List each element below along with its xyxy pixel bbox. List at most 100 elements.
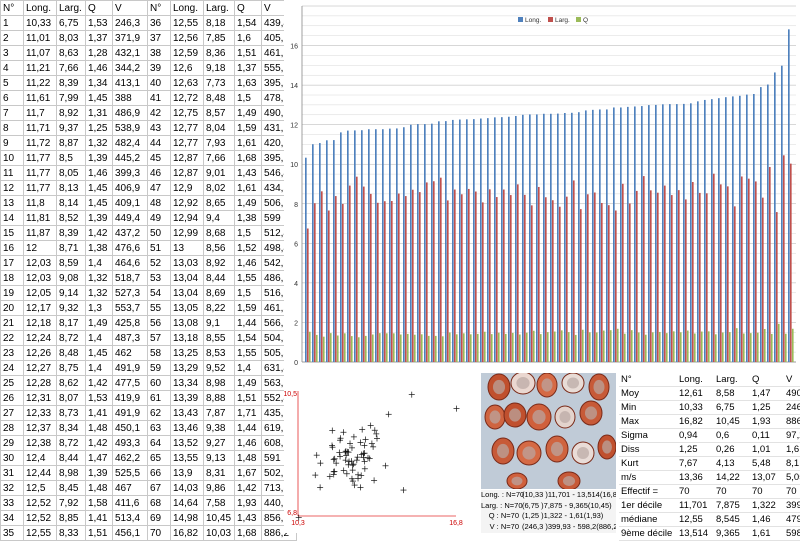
table-cell: 1,68 — [234, 150, 262, 166]
bar-long — [382, 129, 384, 362]
table-cell: 1,28 — [85, 45, 113, 61]
scatter-point — [295, 514, 302, 521]
dims-label: V : N=70 — [489, 521, 519, 531]
table-cell: 12,37 — [23, 420, 57, 436]
bar-long — [676, 104, 678, 362]
stats-row: Kurt 7,67 4,13 5,48 8,1 — [619, 457, 800, 471]
y-tick-label: 10 — [290, 162, 298, 169]
table-cell: 1,49 — [234, 105, 262, 121]
table-row: 20 12,17 9,32 1,3 553,7 55 13,05 8,22 1,59 461,3 — [0, 300, 297, 316]
table-cell: 12,87 — [170, 165, 204, 181]
stats-cell: 70 — [752, 485, 763, 497]
table-row: 3 11,07 8,63 1,28 432,1 38 12,59 8,36 1,51 461,1 — [0, 45, 297, 61]
scatter-point — [329, 444, 336, 451]
scatter-point — [371, 427, 378, 434]
table-cell: 1,54 — [234, 330, 262, 346]
bar-larg — [502, 189, 505, 362]
bar-q — [616, 328, 619, 362]
table-cell: 7,93 — [203, 135, 235, 151]
bar-larg — [782, 155, 785, 362]
stats-cell: médiane — [621, 513, 658, 525]
table-cell: 10,03 — [203, 525, 235, 541]
table-cell: 1,44 — [234, 315, 262, 331]
bar-larg — [698, 192, 701, 362]
scatter-point — [357, 484, 364, 491]
bar-q — [567, 332, 570, 362]
bar-q — [343, 333, 346, 362]
table-cell: 1,4 — [85, 255, 113, 271]
table-cell: 1,48 — [85, 420, 113, 436]
bar-q — [658, 331, 661, 362]
stats-header-cell: Larg. — [716, 373, 738, 385]
table-cell: 1,32 — [85, 285, 113, 301]
table-cell: 1,5 — [234, 285, 262, 301]
bar-q — [588, 332, 591, 362]
table-cell: 62 — [147, 405, 171, 421]
bar-larg — [327, 210, 330, 362]
table-cell: 14,64 — [170, 495, 204, 511]
table-cell: 51 — [147, 240, 171, 256]
scatter-point — [366, 455, 373, 462]
table-cell: 7,85 — [203, 30, 235, 46]
spore-core — [593, 379, 605, 395]
table-cell: 11 — [0, 165, 24, 181]
bar-q — [357, 337, 360, 362]
table-cell: 12,99 — [170, 225, 204, 241]
bar-larg — [621, 183, 624, 362]
table-cell: 8,34 — [56, 420, 86, 436]
bar-q — [434, 335, 437, 362]
bar-long — [767, 84, 769, 363]
table-cell: 437,2 — [112, 225, 148, 241]
table-cell: 13,03 — [170, 255, 204, 271]
bar-larg — [614, 210, 617, 362]
bar-long — [711, 99, 713, 363]
table-cell: 12,24 — [23, 330, 57, 346]
table-cell: 52 — [147, 255, 171, 271]
bar-long — [487, 118, 489, 362]
stats-cell: 13,514 — [679, 527, 709, 539]
bar-q — [777, 323, 780, 362]
stats-cell: 8,58 — [716, 387, 735, 399]
bar-larg — [677, 190, 680, 362]
spore-core — [559, 410, 571, 424]
bar-larg — [411, 189, 414, 362]
bar-long — [319, 143, 321, 362]
bar-larg — [509, 195, 512, 362]
table-cell: 57 — [147, 330, 171, 346]
spore-core — [492, 379, 506, 395]
table-cell: 1,52 — [234, 240, 262, 256]
table-cell: 9,38 — [203, 420, 235, 436]
stats-cell: Moy — [621, 387, 639, 399]
table-cell: 8,07 — [56, 390, 86, 406]
stats-cell: 4,13 — [716, 457, 735, 469]
y-tick-label: 14 — [290, 83, 298, 90]
table-cell: 12 — [23, 240, 57, 256]
table-cell: 8,62 — [56, 375, 86, 391]
table-cell: 9,01 — [203, 165, 235, 181]
table-cell: 48 — [147, 195, 171, 211]
table-cell: 6,75 — [56, 15, 86, 31]
table-cell: 36 — [147, 15, 171, 31]
table-cell: 8,44 — [203, 270, 235, 286]
bar-larg — [376, 202, 379, 362]
bar-q — [553, 331, 556, 362]
stats-row: Max 16,82 10,45 1,93 886,2 — [619, 415, 800, 429]
bar-long — [396, 128, 398, 362]
table-cell: 1,53 — [85, 390, 113, 406]
table-cell: 12 — [0, 180, 24, 196]
table-cell: 344,2 — [112, 60, 148, 76]
bar-larg — [390, 201, 393, 362]
table-cell: 1,38 — [234, 210, 262, 226]
bar-q — [693, 333, 696, 362]
table-cell: 12,59 — [170, 45, 204, 61]
table-cell: 70 — [147, 525, 171, 541]
bar-q — [595, 332, 598, 362]
table-cell: 8,85 — [56, 510, 86, 526]
table-cell: 12,38 — [23, 435, 57, 451]
spore-core — [562, 476, 576, 486]
scatter-point — [357, 439, 364, 446]
table-cell: 8,59 — [56, 255, 86, 271]
table-cell: 12,92 — [170, 195, 204, 211]
table-cell: 1,4 — [85, 360, 113, 376]
table-cell: 1,46 — [85, 165, 113, 181]
